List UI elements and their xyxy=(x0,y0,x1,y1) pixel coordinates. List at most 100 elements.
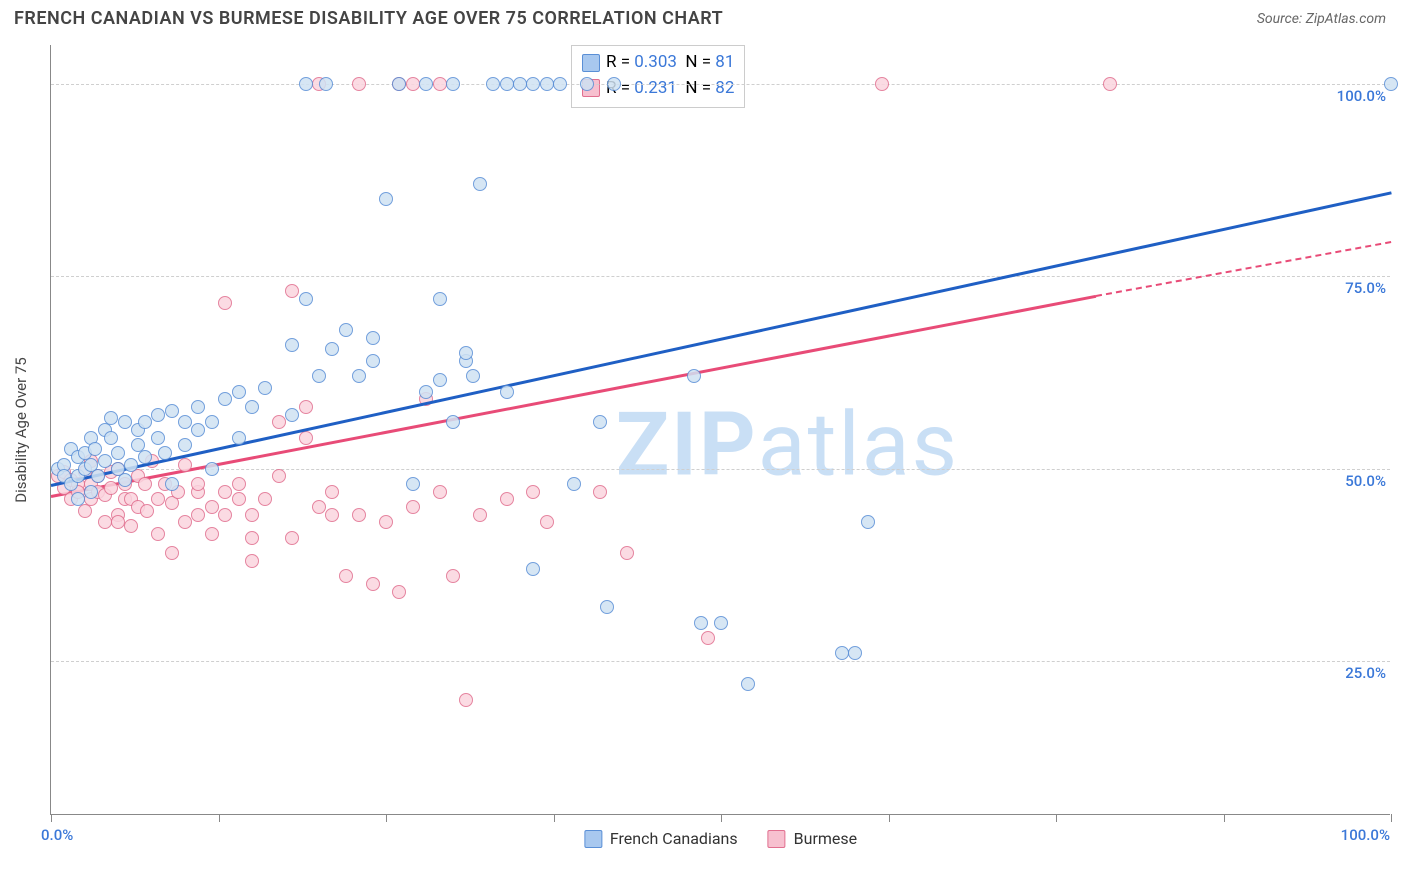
data-point xyxy=(232,492,246,506)
watermark: ZIPatlas xyxy=(616,393,959,496)
data-point xyxy=(138,450,152,464)
data-point xyxy=(500,492,514,506)
scatter-plot: Disability Age Over 75 ZIPatlas 0.0% 100… xyxy=(50,45,1390,815)
data-point xyxy=(1103,77,1117,91)
y-tick-label: 50.0% xyxy=(1345,472,1386,490)
legend-label: French Canadians xyxy=(610,829,738,848)
data-point xyxy=(178,458,192,472)
data-point xyxy=(218,508,232,522)
data-point xyxy=(245,508,259,522)
data-point xyxy=(419,385,433,399)
data-point xyxy=(124,458,138,472)
data-point xyxy=(191,508,205,522)
data-point xyxy=(319,77,333,91)
x-tick xyxy=(1391,814,1392,822)
x-tick xyxy=(1224,814,1225,822)
data-point xyxy=(694,616,708,630)
data-point xyxy=(875,77,889,91)
x-tick xyxy=(51,814,52,822)
data-point xyxy=(1384,77,1398,91)
data-point xyxy=(245,400,259,414)
data-point xyxy=(325,342,339,356)
data-point xyxy=(540,77,554,91)
data-point xyxy=(500,385,514,399)
x-tick xyxy=(1056,814,1057,822)
data-point xyxy=(151,492,165,506)
data-point xyxy=(151,408,165,422)
data-point xyxy=(600,600,614,614)
data-point xyxy=(84,485,98,499)
data-point xyxy=(701,631,715,645)
y-tick-label: 25.0% xyxy=(1345,664,1386,682)
data-point xyxy=(325,485,339,499)
data-point xyxy=(419,77,433,91)
data-point xyxy=(325,508,339,522)
data-point xyxy=(285,408,299,422)
data-point xyxy=(205,500,219,514)
data-point xyxy=(205,462,219,476)
data-point xyxy=(567,477,581,491)
data-point xyxy=(111,446,125,460)
stats-text: R = 0.231 N = 82 xyxy=(606,76,734,102)
data-point xyxy=(299,431,313,445)
stats-legend: R = 0.303 N = 81 R = 0.231 N = 82 xyxy=(571,45,745,108)
source-label: Source: ZipAtlas.com xyxy=(1257,11,1386,27)
data-point xyxy=(406,500,420,514)
data-point xyxy=(178,515,192,529)
data-point xyxy=(285,284,299,298)
data-point xyxy=(339,323,353,337)
x-axis-max-label: 100.0% xyxy=(1341,826,1390,844)
data-point xyxy=(140,504,154,518)
data-point xyxy=(620,546,634,560)
data-point xyxy=(104,481,118,495)
data-point xyxy=(111,515,125,529)
stats-row: R = 0.303 N = 81 xyxy=(582,50,734,76)
data-point xyxy=(258,492,272,506)
data-point xyxy=(245,554,259,568)
trend-line xyxy=(51,191,1392,487)
data-point xyxy=(861,515,875,529)
data-point xyxy=(285,338,299,352)
data-point xyxy=(232,431,246,445)
data-point xyxy=(392,77,406,91)
data-point xyxy=(553,77,567,91)
data-point xyxy=(218,392,232,406)
data-point xyxy=(433,373,447,387)
data-point xyxy=(118,415,132,429)
data-point xyxy=(366,577,380,591)
data-point xyxy=(191,400,205,414)
data-point xyxy=(232,477,246,491)
legend-item: French Canadians xyxy=(584,829,738,848)
data-point xyxy=(446,415,460,429)
chart-title: FRENCH CANADIAN VS BURMESE DISABILITY AG… xyxy=(14,8,723,29)
data-point xyxy=(205,527,219,541)
data-point xyxy=(118,473,132,487)
data-point xyxy=(299,77,313,91)
gridline-h xyxy=(51,84,1390,85)
data-point xyxy=(178,415,192,429)
data-point xyxy=(138,477,152,491)
data-point xyxy=(446,569,460,583)
data-point xyxy=(232,385,246,399)
data-point xyxy=(379,192,393,206)
data-point xyxy=(191,423,205,437)
data-point xyxy=(406,77,420,91)
data-point xyxy=(580,77,594,91)
x-tick xyxy=(219,814,220,822)
stats-text: R = 0.303 N = 81 xyxy=(606,50,734,76)
data-point xyxy=(352,508,366,522)
data-point xyxy=(98,454,112,468)
legend-swatch xyxy=(582,54,600,72)
data-point xyxy=(848,646,862,660)
data-point xyxy=(218,485,232,499)
data-point xyxy=(540,515,554,529)
data-point xyxy=(158,446,172,460)
legend-item: Burmese xyxy=(768,829,857,848)
data-point xyxy=(593,485,607,499)
data-point xyxy=(339,569,353,583)
data-point xyxy=(406,477,420,491)
data-point xyxy=(379,515,393,529)
x-tick xyxy=(386,814,387,822)
data-point xyxy=(272,415,286,429)
data-point xyxy=(593,415,607,429)
